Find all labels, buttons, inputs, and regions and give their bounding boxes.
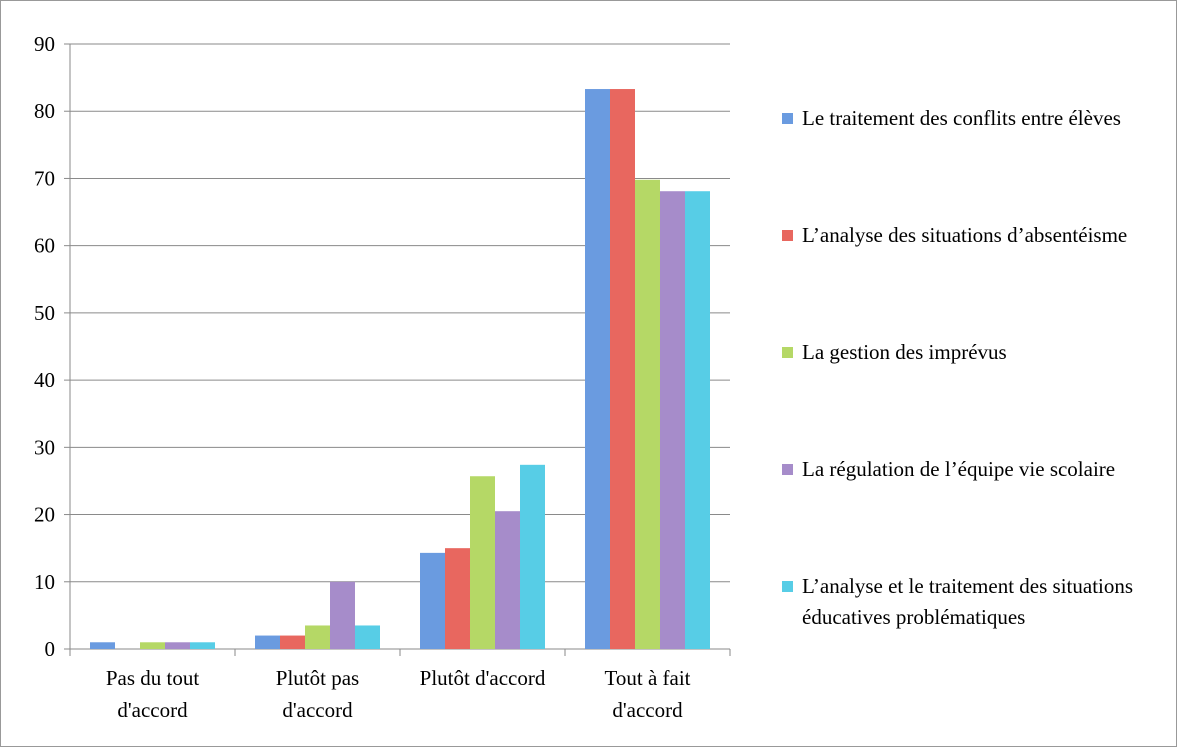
legend-swatch xyxy=(782,581,793,592)
bar xyxy=(305,625,330,649)
bar xyxy=(165,642,190,649)
y-tick-label: 20 xyxy=(34,503,55,527)
legend-swatch xyxy=(782,464,793,475)
legend-label: La gestion des imprévus xyxy=(802,340,1007,364)
legend-label: L’analyse des situations d’absentéisme xyxy=(802,223,1127,247)
x-tick-label: Plutôt d'accord xyxy=(420,666,546,690)
y-tick-label: 80 xyxy=(34,99,55,123)
y-tick-label: 0 xyxy=(45,637,56,661)
bar xyxy=(585,89,610,650)
y-tick-label: 90 xyxy=(34,32,55,56)
bar xyxy=(520,464,545,649)
bar xyxy=(90,642,115,649)
x-tick-label: Tout à fait d'accord xyxy=(605,666,691,722)
bar xyxy=(355,625,380,649)
x-tick-label: Plutôt pas d'accord xyxy=(276,666,359,722)
bar xyxy=(495,511,520,649)
bar xyxy=(255,635,280,649)
legend-swatch xyxy=(782,230,793,241)
bar xyxy=(660,191,685,649)
legend-label: La régulation de l’équipe vie scolaire xyxy=(802,457,1115,481)
y-tick-label: 60 xyxy=(34,234,55,258)
y-tick-label: 30 xyxy=(34,435,55,459)
bar xyxy=(610,89,635,650)
bar xyxy=(445,548,470,649)
y-tick-label: 10 xyxy=(34,570,55,594)
bar xyxy=(140,642,165,649)
bar xyxy=(190,642,215,649)
bar xyxy=(470,476,495,649)
legend-swatch xyxy=(782,113,793,124)
bar xyxy=(280,635,305,649)
bar xyxy=(330,581,355,649)
legend-label: L’analyse et le traitement des situation… xyxy=(802,574,1133,629)
bar xyxy=(420,552,445,649)
bar xyxy=(685,191,710,649)
x-tick-label: Pas du tout d'accord xyxy=(106,666,200,722)
legend-label: Le traitement des conflits entre élèves xyxy=(802,106,1121,130)
y-tick-label: 40 xyxy=(34,368,55,392)
bar xyxy=(635,179,660,650)
y-tick-label: 50 xyxy=(34,301,55,325)
legend-swatch xyxy=(782,347,793,358)
y-tick-label: 70 xyxy=(34,166,55,190)
